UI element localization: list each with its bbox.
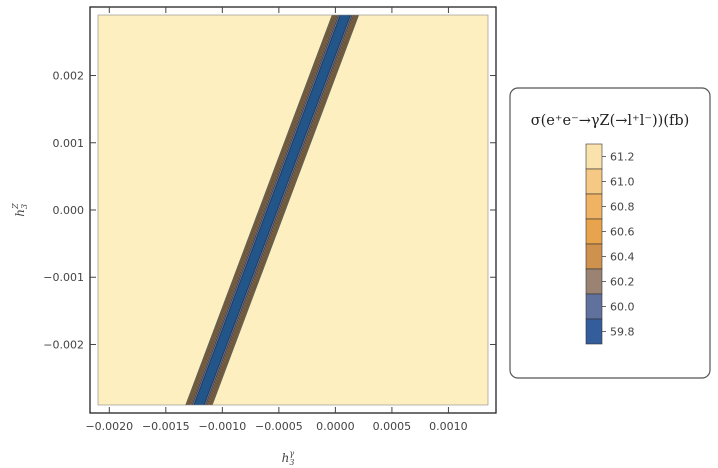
legend-tick-label: 60.2	[610, 276, 635, 289]
legend-tick-label: 60.6	[610, 226, 635, 239]
x-tick-label: −0.0010	[198, 420, 246, 433]
legend-swatch	[585, 318, 603, 345]
contour-line	[187, 15, 335, 405]
y-tick-label: 0.002	[53, 70, 85, 83]
legend-tick-label: 60.8	[610, 201, 635, 214]
y-tick-label: 0.001	[53, 137, 85, 150]
contour-lines	[185, 15, 360, 405]
legend-tick-label: 61.0	[610, 176, 635, 189]
contour-line	[185, 15, 333, 405]
legend-tick-labels: 61.2 61.0 60.8 60.6 60.4 60.2 60.0 59.8	[602, 151, 635, 339]
legend-box	[509, 87, 711, 379]
legend-tick-label: 61.2	[610, 151, 635, 164]
legend-swatch	[585, 268, 603, 295]
legend-tick-label: 60.4	[610, 251, 635, 264]
legend-color-bar	[585, 143, 603, 345]
legend-swatch	[585, 218, 603, 245]
contour-line	[190, 15, 338, 405]
x-tick-label: −0.0020	[85, 420, 133, 433]
legend-swatch	[585, 293, 603, 320]
contour-line	[209, 15, 357, 405]
y-tick-label: −0.001	[43, 271, 84, 284]
contour-line	[188, 15, 336, 405]
contour-line	[206, 15, 355, 405]
x-tick-label: 0.0010	[429, 420, 468, 433]
legend-swatch	[585, 168, 603, 195]
contour-line	[189, 15, 337, 405]
y-tick-label: 0.000	[53, 204, 85, 217]
y-tick-label: −0.002	[43, 338, 84, 351]
contour-line	[211, 15, 360, 405]
y-axis-label: h3Z	[11, 203, 29, 217]
legend-tick-label: 59.8	[610, 326, 635, 339]
contour-line	[203, 15, 351, 405]
contour-line	[205, 15, 353, 405]
x-tick-label: −0.0005	[255, 420, 303, 433]
contour-line	[207, 15, 356, 405]
legend-swatch	[585, 143, 603, 170]
contour-line	[186, 15, 334, 405]
x-axis-label: h3γ	[282, 449, 295, 467]
contour-line	[210, 15, 359, 405]
plot-inner-border	[97, 14, 489, 406]
contour-line	[210, 15, 358, 405]
legend-tick-label: 60.0	[610, 301, 635, 314]
y-axis-ticks: −0.002 −0.001 0.000 0.001 0.002	[43, 70, 496, 351]
legend-title: σ(e⁺e⁻→γZ(→l⁺l⁻))(fb)	[531, 113, 690, 129]
legend-swatch	[585, 243, 603, 270]
legend: σ(e⁺e⁻→γZ(→l⁺l⁻))(fb) 61.2 61.0 60.8 60.6 60…	[509, 87, 711, 379]
contour-line	[193, 15, 341, 405]
x-axis-ticks: −0.0020 −0.0015 −0.0010 −0.0005 0.0000 0.0005…	[85, 7, 468, 433]
x-tick-label: 0.0000	[316, 420, 355, 433]
x-tick-label: −0.0015	[142, 420, 190, 433]
x-tick-label: 0.0005	[373, 420, 412, 433]
contour-line	[191, 15, 340, 405]
legend-swatch	[585, 193, 603, 220]
